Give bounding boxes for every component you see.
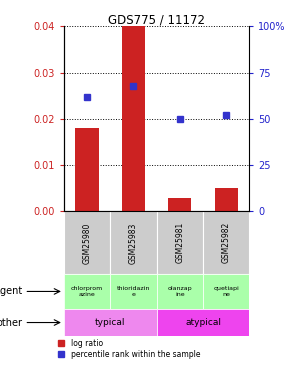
Text: GSM25983: GSM25983 — [129, 222, 138, 264]
Text: GSM25981: GSM25981 — [175, 222, 184, 264]
Text: atypical: atypical — [185, 318, 221, 327]
Text: typical: typical — [95, 318, 126, 327]
Bar — [157, 211, 203, 274]
Text: quetiapi
ne: quetiapi ne — [213, 286, 239, 297]
Bar — [168, 198, 191, 211]
Bar — [75, 128, 99, 211]
Bar — [215, 188, 238, 211]
Text: chlorprom
azine: chlorprom azine — [71, 286, 103, 297]
Text: agent: agent — [0, 286, 23, 297]
Bar — [110, 211, 157, 274]
Bar — [64, 309, 157, 336]
Bar — [64, 274, 110, 309]
Title: GDS775 / 11172: GDS775 / 11172 — [108, 13, 205, 26]
Bar — [122, 26, 145, 211]
Bar — [157, 274, 203, 309]
Bar — [203, 274, 249, 309]
Text: olanzap
ine: olanzap ine — [168, 286, 192, 297]
Bar — [203, 211, 249, 274]
Text: other: other — [0, 318, 23, 327]
Text: GSM25982: GSM25982 — [222, 222, 231, 264]
Text: thioridazin
e: thioridazin e — [117, 286, 150, 297]
Text: GSM25980: GSM25980 — [82, 222, 92, 264]
Bar — [157, 309, 249, 336]
Bar — [64, 211, 110, 274]
Legend: log ratio, percentile rank within the sample: log ratio, percentile rank within the sa… — [58, 339, 200, 359]
Bar — [110, 274, 157, 309]
